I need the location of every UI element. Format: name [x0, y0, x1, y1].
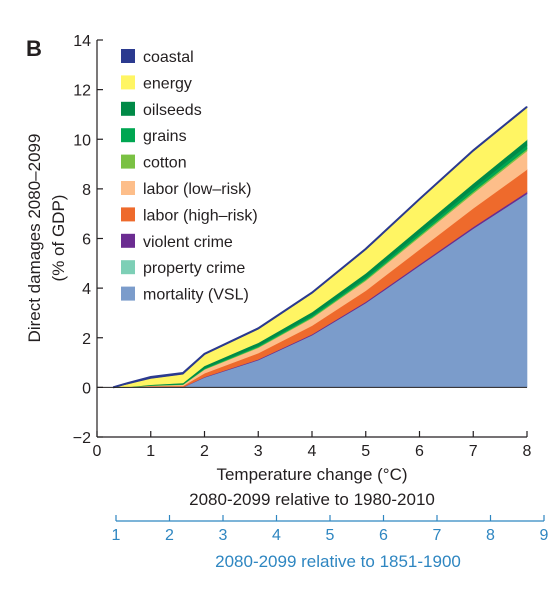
secondary-x-tick-label: 2 [165, 527, 174, 544]
y-tick-label: 8 [82, 182, 91, 199]
panel-label: B [26, 36, 42, 61]
legend-swatch [121, 154, 135, 169]
legend: coastal energy oilseeds grains cotton labor (… [121, 49, 258, 304]
legend-label: grains [143, 128, 187, 145]
legend-swatch [121, 286, 135, 301]
x-tick-label: 0 [93, 443, 102, 460]
secondary-x-tick-label: 4 [272, 527, 281, 544]
legend-label: mortality (VSL) [143, 287, 249, 304]
axis-labels: B Temperature change (°C) 2080-2099 rela… [25, 36, 461, 571]
legend-label: labor (high–risk) [143, 207, 258, 224]
legend-swatch [121, 181, 135, 195]
y-tick-label: 14 [73, 33, 91, 50]
y-tick-label: 12 [73, 83, 91, 100]
legend-swatch [121, 207, 135, 222]
total-outline [112, 105, 528, 389]
y-tick-label: 2 [82, 331, 91, 348]
y-axis-label: Direct damages 2080–2099 [25, 134, 44, 343]
x-tick-label: 6 [415, 443, 424, 460]
legend-label: property crime [143, 260, 245, 277]
legend-swatch [121, 101, 135, 116]
secondary-x-tick-label: 1 [112, 527, 121, 544]
legend-swatch [121, 233, 135, 248]
secondary-axis-label: 2080-2099 relative to 1851-1900 [215, 552, 461, 571]
y-tick-label: 6 [82, 232, 91, 249]
y-tick-label: 0 [82, 380, 91, 397]
x-tick-label: 3 [254, 443, 263, 460]
legend-label: cotton [143, 155, 187, 172]
stacked-areas [112, 105, 528, 389]
x-axis-sublabel: 2080-2099 relative to 1980-2010 [189, 490, 435, 509]
secondary-x-tick-label: 9 [540, 527, 549, 544]
secondary-x-tick-label: 3 [219, 527, 228, 544]
y-tick-label: 10 [73, 132, 91, 149]
x-tick-label: 4 [308, 443, 317, 460]
legend-swatch [121, 260, 135, 275]
y-tick-label: 4 [82, 281, 91, 298]
legend-label: labor (low–risk) [143, 181, 251, 198]
x-tick-label: 7 [469, 443, 478, 460]
secondary-x-tick-label: 8 [486, 527, 495, 544]
legend-swatch [121, 75, 135, 90]
legend-label: oilseeds [143, 102, 202, 119]
legend-swatch [121, 128, 135, 143]
legend-swatch [121, 49, 135, 63]
y-tick-label: −2 [73, 430, 91, 447]
x-tick-label: 1 [146, 443, 155, 460]
y-axis-sublabel: (% of GDP) [49, 195, 68, 282]
legend-label: violent crime [143, 234, 233, 251]
secondary-x-tick-label: 5 [326, 527, 335, 544]
x-axis-label: Temperature change (°C) [216, 465, 407, 484]
x-tick-label: 5 [361, 443, 370, 460]
legend-label: coastal [143, 49, 194, 66]
x-tick-label: 2 [200, 443, 209, 460]
secondary-x-tick-label: 7 [433, 527, 442, 544]
x-tick-label: 8 [523, 443, 532, 460]
secondary-x-tick-label: 6 [379, 527, 388, 544]
legend-label: energy [143, 75, 192, 92]
